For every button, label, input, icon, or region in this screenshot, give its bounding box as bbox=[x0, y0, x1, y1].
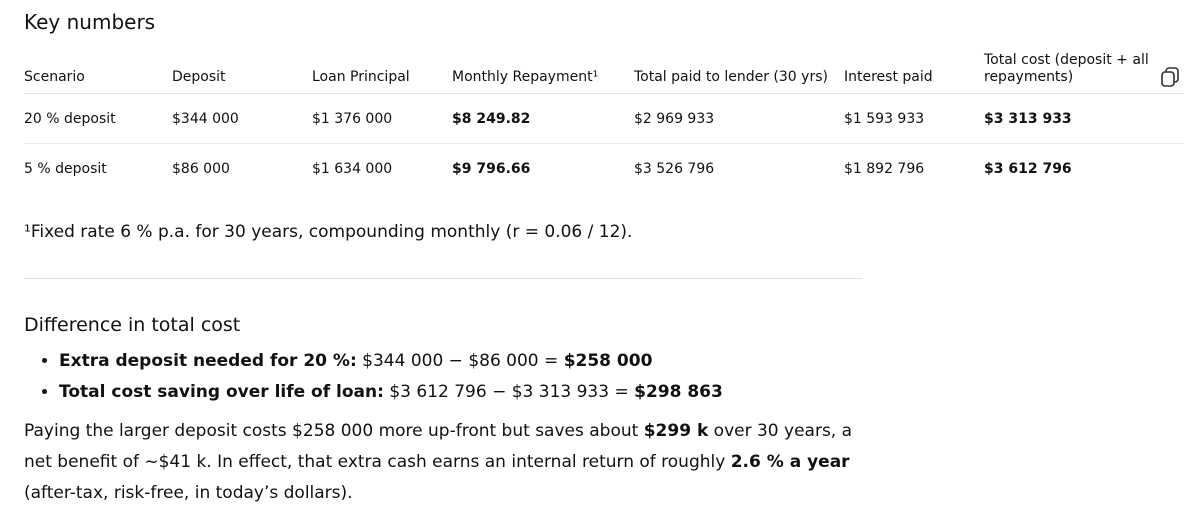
table-cell: $3 313 933 bbox=[984, 93, 1184, 144]
section-heading: Difference in total cost bbox=[24, 314, 241, 336]
column-header: Total cost (deposit + all repayments) bbox=[984, 46, 1184, 94]
table-cell: 20 % deposit bbox=[24, 93, 172, 144]
bullet-expression: $344 000 − $86 000 = bbox=[362, 351, 559, 371]
bullet-result: $258 000 bbox=[563, 351, 653, 371]
table-cell: $3 526 796 bbox=[634, 160, 715, 177]
divider bbox=[24, 278, 862, 279]
table-cell: $1 634 000 bbox=[312, 160, 393, 177]
bullet: Total cost saving over life of loan: $3 … bbox=[59, 377, 723, 408]
column-header: Interest paid bbox=[844, 46, 984, 94]
summary-emphasis: $299 k bbox=[643, 421, 709, 441]
table-cell: $9 796.66 bbox=[452, 160, 531, 177]
summary: Paying the larger deposit costs $258 000… bbox=[24, 416, 864, 509]
bullet-list: Extra deposit needed for 20 %: $344 000 … bbox=[24, 346, 723, 408]
table-cell: $1 892 796 bbox=[844, 160, 925, 177]
table-cell: $2 969 933 bbox=[634, 93, 844, 144]
column-header: Total paid to lender (30 yrs) bbox=[634, 46, 844, 94]
table-row: 5 % deposit $86 000 $1 634 000 $9 796.66 $3 … bbox=[24, 144, 1184, 194]
table-cell: 5 % deposit bbox=[24, 160, 107, 177]
title: Key numbers bbox=[24, 10, 156, 34]
summary-text: over 30 years, a net benefit of ~$41 k. … bbox=[24, 421, 853, 472]
table-cell: $344 000 bbox=[172, 93, 312, 144]
bullet-expression: $3 612 796 − $3 313 933 = bbox=[389, 382, 629, 402]
table-cell: $8 249.82 bbox=[452, 93, 634, 144]
footnote: ¹Fixed rate 6 % p.a. for 30 years, compo… bbox=[24, 222, 633, 242]
bullet-label: Total cost saving over life of loan: bbox=[59, 382, 384, 402]
summary-emphasis: 2.6 % a year bbox=[730, 452, 850, 472]
table-cell: $3 612 796 bbox=[984, 160, 1072, 177]
summary-text: Paying the larger deposit costs $258 000… bbox=[24, 421, 639, 441]
column-header: Deposit bbox=[172, 46, 312, 94]
summary-text: (after-tax, risk-free, in today’s dollar… bbox=[24, 483, 353, 503]
table-row: 20 % deposit $344 000 $1 376 000 $8 249.82 $… bbox=[24, 93, 1184, 144]
column-header: Loan Principal bbox=[312, 46, 452, 94]
header-row: Scenario Deposit Loan Principal Monthly Rep… bbox=[24, 46, 1184, 94]
table-cell: $1 593 933 bbox=[844, 93, 984, 144]
table-cell: $1 376 000 bbox=[312, 93, 452, 144]
table-cell: $86 000 bbox=[172, 160, 230, 177]
column-header: Monthly Repayment¹ bbox=[452, 46, 634, 94]
table-body: 20 % deposit $344 000 $1 376 000 $8 249.82 $… bbox=[24, 93, 1184, 194]
column-header: Scenario bbox=[24, 46, 172, 94]
bullet-result: $298 863 bbox=[634, 382, 723, 402]
bullet-label: Extra deposit needed for 20 %: bbox=[59, 351, 357, 371]
bullet: Extra deposit needed for 20 %: $344 000 … bbox=[59, 346, 723, 377]
key-numbers-table: Scenario Deposit Loan Principal Monthly Rep… bbox=[24, 46, 1184, 193]
